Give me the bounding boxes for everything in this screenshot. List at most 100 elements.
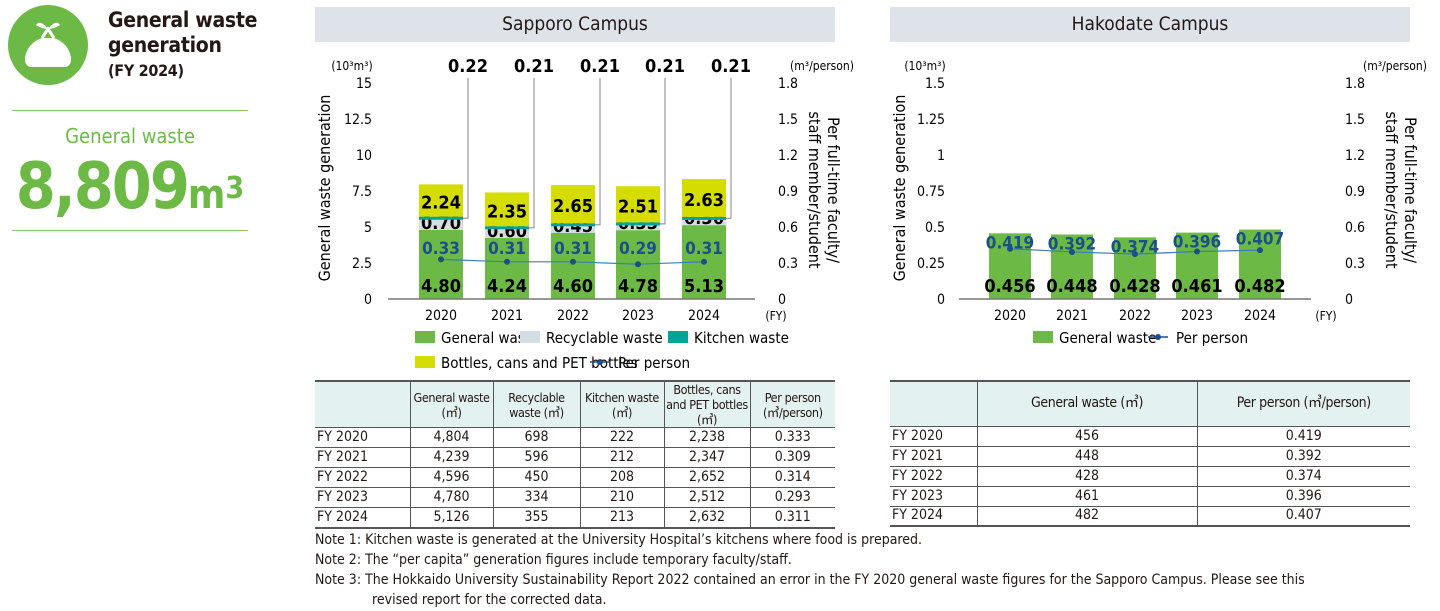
y2-tick-label: 1.8 xyxy=(778,76,798,92)
y2-tick-label: 0 xyxy=(778,292,786,308)
bar-general xyxy=(1114,237,1156,299)
bar-kitchen xyxy=(551,223,595,227)
table-cell: 2,238 xyxy=(663,427,750,448)
x-tick-label: 2022 xyxy=(557,308,589,324)
data-label-general: 0.428 xyxy=(1109,276,1160,297)
bar-bottles xyxy=(551,185,595,224)
leader-line xyxy=(726,78,732,220)
table-cell: 0.314 xyxy=(749,467,835,488)
bar-general xyxy=(616,230,660,299)
data-label-general: 5.13 xyxy=(684,276,724,297)
legend-swatch-bottles xyxy=(415,356,435,368)
table-cell: 222 xyxy=(579,427,664,448)
per-person-point xyxy=(570,258,576,265)
hakodate-table: General waste (㎥) Per person (㎥/person) FY… xyxy=(890,380,1410,527)
data-label-general: 4.78 xyxy=(618,276,658,297)
data-label-general: 4.80 xyxy=(421,276,461,297)
bar-recyclable xyxy=(682,219,726,226)
y2-tick-label: 1.8 xyxy=(1345,76,1365,92)
column-header: Recyclable waste (㎥) xyxy=(492,381,580,428)
x-tick-label: 2023 xyxy=(1181,308,1213,324)
data-label-general: 4.24 xyxy=(487,276,527,297)
legend-label: Recyclable waste xyxy=(546,329,663,347)
table-cell: 355 xyxy=(492,507,580,528)
legend-label: Per person xyxy=(1176,329,1248,347)
table-row: FY 2023 4,780 334 210 2,512 0.293 xyxy=(315,487,835,508)
table-cell: 461 xyxy=(976,485,1197,506)
x-tick-label: 2020 xyxy=(994,308,1026,324)
per-person-line xyxy=(440,258,705,265)
table-cell: 0.293 xyxy=(749,487,835,508)
legend-swatch-recyclable xyxy=(520,331,540,343)
y-tick-label: 0.25 xyxy=(917,256,945,272)
table-cell: 4,239 xyxy=(409,447,493,468)
data-label-general: 0.461 xyxy=(1171,276,1222,297)
column-header: Per person (㎥/person) xyxy=(1196,381,1410,427)
bar-kitchen xyxy=(485,226,529,230)
table-row: FY 2024 482 0.407 xyxy=(890,505,1410,526)
y-axis-label: General waste generation xyxy=(315,95,334,282)
data-label-bottles: 2.63 xyxy=(684,190,724,211)
table-cell: FY 2020 xyxy=(892,427,943,444)
bar-general xyxy=(1176,232,1218,299)
table-cell: 596 xyxy=(492,447,580,468)
table-cell: FY 2023 xyxy=(890,485,977,506)
data-label-per-person: 0.33 xyxy=(422,239,460,259)
table-cell: 2,652 xyxy=(663,467,750,488)
per-person-point xyxy=(1132,251,1138,258)
data-label-per-person: 0.392 xyxy=(1048,234,1096,254)
data-label-recyclable: 0.36 xyxy=(684,208,724,229)
table-cell: FY 2022 xyxy=(890,465,977,486)
per-person-point xyxy=(1007,245,1013,252)
x-tick-label: 2023 xyxy=(622,308,654,324)
leader-line xyxy=(595,78,601,226)
divider xyxy=(12,230,248,231)
y-tick-label: 10 xyxy=(356,148,372,164)
bar-bottles xyxy=(485,192,529,227)
y-axis-label: General waste generation xyxy=(890,95,909,282)
per-person-point xyxy=(635,261,641,268)
x-tick-label: 2021 xyxy=(1056,308,1088,324)
table-cell: 2,512 xyxy=(663,487,750,508)
y-axis-unit: (10³m³) xyxy=(331,59,372,73)
note-3-cont: revised report for the corrected data. xyxy=(372,592,607,608)
bar-kitchen xyxy=(616,222,660,226)
y2-axis-unit: (m³/person) xyxy=(1363,59,1427,73)
table-cell: 2,632 xyxy=(663,507,750,528)
y-tick-label: 7.5 xyxy=(352,184,372,200)
data-label-per-person: 0.29 xyxy=(619,239,657,259)
data-label-general: 0.482 xyxy=(1234,276,1285,297)
table-row: FY 2023 461 0.396 xyxy=(890,485,1410,506)
table-cell: FY 2024 xyxy=(315,507,410,528)
legend-swatch-point xyxy=(597,359,603,365)
y-tick-label: 1 xyxy=(937,148,945,164)
table-row: FY 2020 4,804 698 222 2,238 0.333 xyxy=(315,427,835,448)
bar-recyclable xyxy=(485,229,529,238)
bar-general xyxy=(682,225,726,299)
data-label-recyclable: 0.33 xyxy=(618,213,658,234)
per-person-point xyxy=(438,256,444,263)
x-tick-label: 2024 xyxy=(688,308,720,324)
table-cell: 212 xyxy=(579,447,664,468)
data-label-bottles: 2.24 xyxy=(421,193,461,214)
bar-bottles xyxy=(419,184,463,217)
sapporo-campus-header: Sapporo Campus xyxy=(315,7,835,42)
data-label-bottles: 2.51 xyxy=(618,196,658,217)
table-cell: FY 2022 xyxy=(315,467,410,488)
legend-label: Kitchen waste xyxy=(694,329,789,347)
table-cell: FY 2020 xyxy=(317,429,368,445)
column-header xyxy=(890,381,977,427)
per-person-line xyxy=(1009,248,1261,255)
table-row: FY 2022 4,596 450 208 2,652 0.314 xyxy=(315,467,835,488)
x-tick-label: 2022 xyxy=(1119,308,1151,324)
note-3: Note 3: The Hokkaido University Sustaina… xyxy=(315,572,1305,588)
column-header: Bottles, cans and PET bottles (㎥) xyxy=(663,381,750,428)
legend-swatch-general xyxy=(1033,331,1053,343)
data-label-kitchen: 0.21 xyxy=(711,56,751,77)
table-cell: 0.407 xyxy=(1196,505,1410,526)
table-cell: 4,596 xyxy=(409,467,493,488)
column-header: Kitchen waste (㎥) xyxy=(579,381,664,428)
table-row: FY 2020 456 0.419 xyxy=(890,426,1410,446)
garbage-bag-icon xyxy=(8,5,88,85)
leader-line xyxy=(463,78,469,219)
